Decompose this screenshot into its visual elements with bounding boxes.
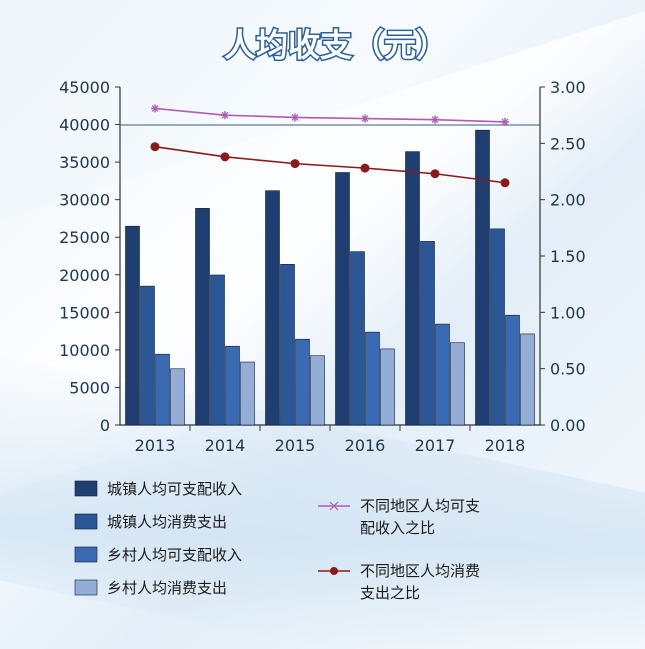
bar-series-1 bbox=[405, 151, 420, 426]
tick-labels: 45000 40000 35000 30000 25000 20000 15000 10000… bbox=[59, 78, 586, 455]
line-point-1 bbox=[151, 104, 159, 113]
line-point-2 bbox=[150, 142, 160, 152]
bar-series-4 bbox=[380, 348, 395, 426]
legend-line-label-1: 不同地区人均可支 bbox=[360, 497, 480, 515]
bar-series-2 bbox=[350, 251, 365, 426]
legend-swatch-2 bbox=[74, 513, 98, 530]
legend-label-1: 城镇人均可支配收入 bbox=[107, 480, 242, 498]
bar-series-3 bbox=[295, 338, 310, 426]
bar-series-1 bbox=[335, 172, 350, 426]
left-tick-label: 45000 bbox=[59, 78, 110, 97]
bar-series-4 bbox=[240, 361, 255, 426]
left-tick-label: 30000 bbox=[59, 191, 110, 210]
bar-series-3 bbox=[155, 353, 170, 426]
left-tick-label: 40000 bbox=[59, 116, 110, 135]
x-tick-label: 2015 bbox=[275, 436, 316, 455]
right-tick-label: 1.50 bbox=[550, 247, 586, 266]
chart-title: 人均收支（元） bbox=[224, 26, 448, 64]
left-tick-label: 0 bbox=[100, 416, 110, 435]
legend-line-label-1: 配收入之比 bbox=[360, 519, 435, 537]
line-point-2 bbox=[220, 152, 230, 162]
x-tick-label: 2018 bbox=[485, 436, 526, 455]
bar-series-1 bbox=[265, 190, 280, 426]
bar-series-3 bbox=[505, 314, 520, 426]
line-point-2 bbox=[430, 169, 440, 179]
line-point-2 bbox=[290, 159, 300, 169]
axes bbox=[115, 86, 545, 431]
legend-swatch-1 bbox=[74, 480, 98, 497]
legend-label-4: 乡村人均消费支出 bbox=[107, 579, 227, 597]
legend-line-label-2: 不同地区人均消费 bbox=[360, 562, 480, 580]
x-tick-label: 2013 bbox=[135, 436, 176, 455]
bar-series-4 bbox=[310, 355, 325, 426]
ratio-line-1 bbox=[154, 107, 506, 123]
legend-line-label-2: 支出之比 bbox=[360, 584, 420, 602]
bar-series-2 bbox=[210, 274, 225, 426]
right-tick-label: 2.50 bbox=[550, 134, 586, 153]
bar-series-2 bbox=[140, 285, 155, 426]
legend-line-key-1 bbox=[318, 501, 350, 511]
right-tick-label: 3.00 bbox=[550, 78, 586, 97]
bar-series-2 bbox=[280, 264, 295, 426]
line-point-1 bbox=[291, 113, 299, 122]
x-tick-label: 2016 bbox=[345, 436, 386, 455]
right-tick-label: 1.00 bbox=[550, 303, 586, 322]
line-point-2 bbox=[500, 178, 510, 188]
x-tick-label: 2014 bbox=[205, 436, 246, 455]
right-tick-label: 0.00 bbox=[550, 416, 586, 435]
ratio-lines bbox=[150, 104, 510, 188]
bar-series-4 bbox=[450, 342, 465, 426]
legend-label-2: 城镇人均消费支出 bbox=[107, 513, 227, 531]
legend-label-3: 乡村人均可支配收入 bbox=[107, 546, 242, 564]
bar-series-1 bbox=[125, 225, 140, 426]
bar-series-2 bbox=[420, 241, 435, 426]
left-tick-label: 5000 bbox=[69, 378, 110, 397]
line-point-1 bbox=[501, 117, 509, 126]
bar-series-3 bbox=[365, 331, 380, 426]
x-tick-label: 2017 bbox=[415, 436, 456, 455]
line-point-1 bbox=[361, 114, 369, 123]
legend-line-key-2 bbox=[318, 567, 350, 575]
right-tick-label: 2.00 bbox=[550, 191, 586, 210]
left-tick-label: 25000 bbox=[59, 228, 110, 247]
line-point-2 bbox=[360, 163, 370, 173]
left-tick-label: 10000 bbox=[59, 341, 110, 360]
bar-series-3 bbox=[435, 323, 450, 426]
bar-series-4 bbox=[520, 333, 535, 426]
bars bbox=[125, 129, 535, 426]
bar-series-2 bbox=[490, 228, 505, 426]
line-point-1 bbox=[431, 115, 439, 124]
legend-swatch-4 bbox=[74, 579, 98, 596]
line-point-1 bbox=[221, 111, 229, 120]
ratio-line-2 bbox=[154, 145, 506, 184]
left-tick-label: 20000 bbox=[59, 266, 110, 285]
bar-series-1 bbox=[195, 208, 210, 426]
legend-swatch-3 bbox=[74, 546, 98, 563]
bar-series-1 bbox=[475, 129, 490, 426]
bar-series-3 bbox=[225, 345, 240, 426]
left-tick-label: 15000 bbox=[59, 303, 110, 322]
left-tick-label: 35000 bbox=[59, 153, 110, 172]
bar-series-4 bbox=[170, 368, 185, 426]
right-tick-label: 0.50 bbox=[550, 360, 586, 379]
